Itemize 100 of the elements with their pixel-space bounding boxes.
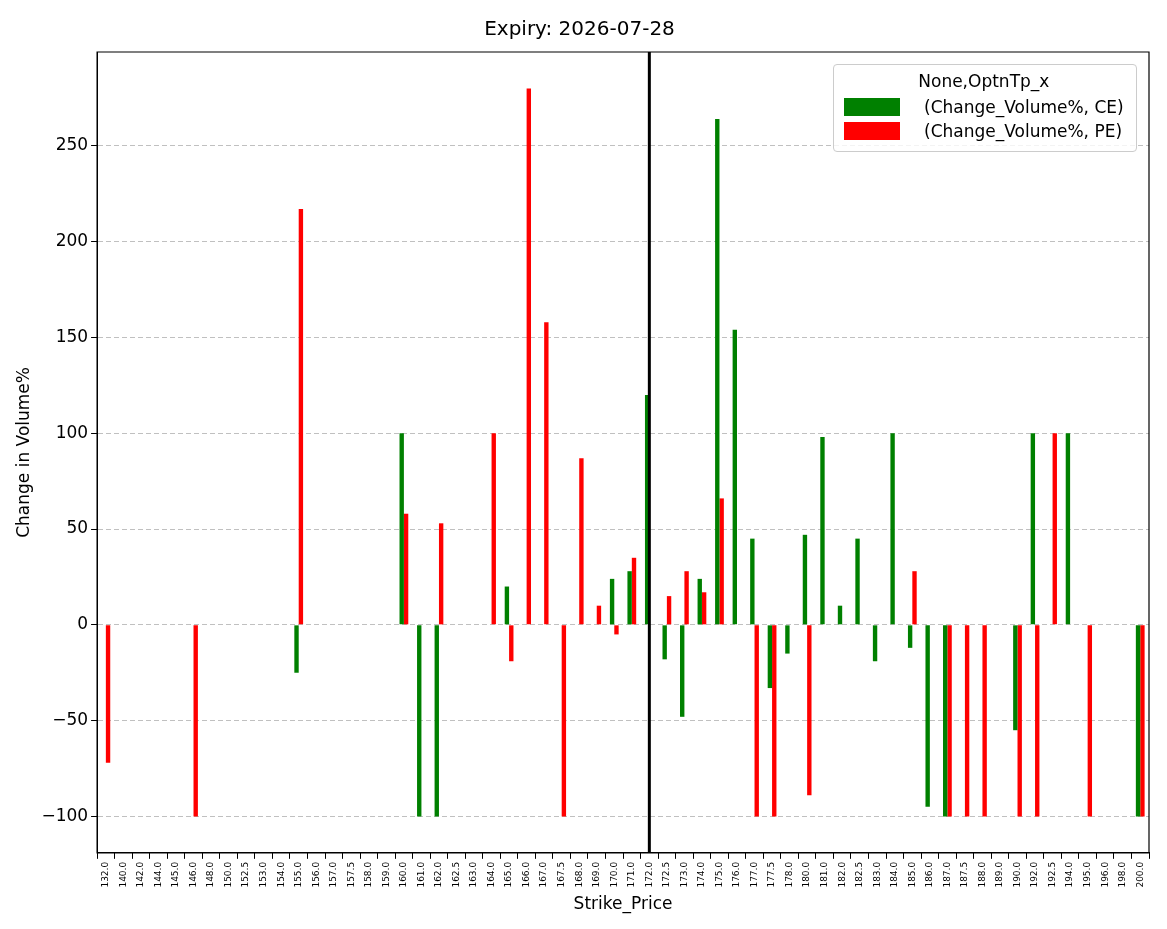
y-tick-label: 250 (55, 134, 89, 155)
bar (614, 625, 619, 635)
bar (631, 557, 637, 625)
bar (294, 625, 299, 673)
x-tick-label: 178.0 (783, 861, 794, 888)
x-tick-label: 198.0 (1117, 861, 1128, 888)
bar (1017, 625, 1022, 817)
bar (1013, 625, 1018, 731)
x-tick-label: 162.0 (433, 861, 444, 888)
x-tick-label: 145.0 (170, 861, 181, 888)
bar (701, 592, 707, 625)
bar (820, 437, 825, 625)
bar (417, 625, 422, 817)
legend-label: (Change_Volume%, PE) (924, 121, 1123, 141)
bar (715, 119, 720, 625)
x-tick-label: 161.0 (415, 861, 426, 888)
bar (982, 625, 987, 817)
bar (298, 209, 304, 625)
bar (1135, 625, 1141, 817)
bar (754, 625, 759, 817)
bar (680, 625, 685, 717)
x-tick-label: 154.0 (275, 861, 286, 888)
bar (964, 625, 970, 817)
y-tick-label: 200 (55, 230, 89, 251)
bar (399, 433, 404, 625)
x-tick-label: 153.0 (257, 861, 268, 888)
bar (1140, 625, 1145, 817)
x-tick-label: 169.0 (591, 861, 602, 888)
bar (1030, 433, 1036, 625)
bar (947, 625, 952, 817)
x-tick-label: 168.0 (573, 861, 584, 888)
bar (785, 625, 790, 654)
bar (925, 625, 930, 807)
x-tick-label: 185.0 (906, 861, 917, 888)
bar (697, 578, 702, 625)
x-tick-label: 184.0 (889, 861, 900, 888)
bar (662, 625, 667, 660)
bar (434, 625, 439, 817)
x-tick-label: 180.0 (801, 861, 812, 888)
x-tick-label: 200.0 (1134, 861, 1145, 888)
bar (943, 625, 948, 817)
bar (855, 538, 860, 625)
x-tick-label: 176.0 (731, 861, 742, 888)
x-tick-label: 171.0 (626, 861, 637, 888)
x-tick-label: 167.5 (556, 861, 567, 888)
bar (807, 625, 812, 796)
bar (666, 596, 672, 625)
bar (802, 534, 808, 625)
bar (526, 88, 531, 625)
bar (193, 625, 198, 817)
x-tick-label: 195.0 (1081, 861, 1092, 888)
bar (491, 433, 496, 625)
y-tick-label: −100 (41, 804, 89, 825)
bar (907, 625, 913, 648)
bar (719, 498, 724, 625)
x-tick-label: 165.0 (503, 861, 514, 888)
bar (509, 625, 514, 662)
x-tick-label: 167.0 (538, 861, 549, 888)
bar (890, 433, 895, 625)
x-tick-label: 172.5 (661, 861, 672, 888)
x-tick-label: 173.0 (678, 861, 689, 888)
x-tick-label: 158.0 (363, 861, 374, 888)
x-tick-label: 142.0 (135, 861, 146, 888)
x-tick-label: 181.0 (819, 861, 830, 888)
bar (772, 625, 777, 817)
bar (1052, 433, 1057, 625)
x-tick-label: 194.0 (1064, 861, 1075, 888)
x-tick-label: 162.5 (450, 861, 461, 888)
bar (872, 625, 878, 662)
y-tick-label: 150 (55, 325, 89, 346)
y-tick-label: 100 (55, 421, 89, 442)
x-tick-label: 182.5 (854, 861, 865, 888)
x-tick-label: 156.0 (310, 861, 321, 888)
x-tick-label: 177.0 (748, 861, 759, 888)
bar (684, 571, 689, 625)
bar (544, 322, 549, 625)
bar (627, 571, 632, 625)
x-tick-label: 140.0 (117, 861, 128, 888)
x-tick-label: 150.0 (222, 861, 233, 888)
x-tick-label: 146.0 (187, 861, 198, 888)
bar (609, 578, 615, 625)
legend-label: (Change_Volume%, CE) (924, 97, 1124, 117)
x-tick-label: 159.0 (380, 861, 391, 888)
x-tick-label: 164.0 (485, 861, 496, 888)
x-tick-label: 174.0 (696, 861, 707, 888)
x-tick-label: 187.0 (941, 861, 952, 888)
x-tick-label: 182.0 (836, 861, 847, 888)
x-tick-label: 163.0 (468, 861, 479, 888)
x-tick-label: 188.0 (976, 861, 987, 888)
x-tick-label: 183.0 (871, 861, 882, 888)
x-tick-label: 192.5 (1046, 861, 1057, 888)
bar (767, 625, 773, 689)
legend-title: None,OptnTp_x (917, 71, 1051, 91)
bar (403, 513, 409, 625)
chart-title: Expiry: 2026-07-28 (484, 16, 675, 41)
x-tick-label: 160.0 (398, 861, 409, 888)
bar (912, 571, 917, 625)
bar (1087, 625, 1093, 817)
bar (579, 458, 584, 625)
x-tick-label: 157.0 (328, 861, 339, 888)
